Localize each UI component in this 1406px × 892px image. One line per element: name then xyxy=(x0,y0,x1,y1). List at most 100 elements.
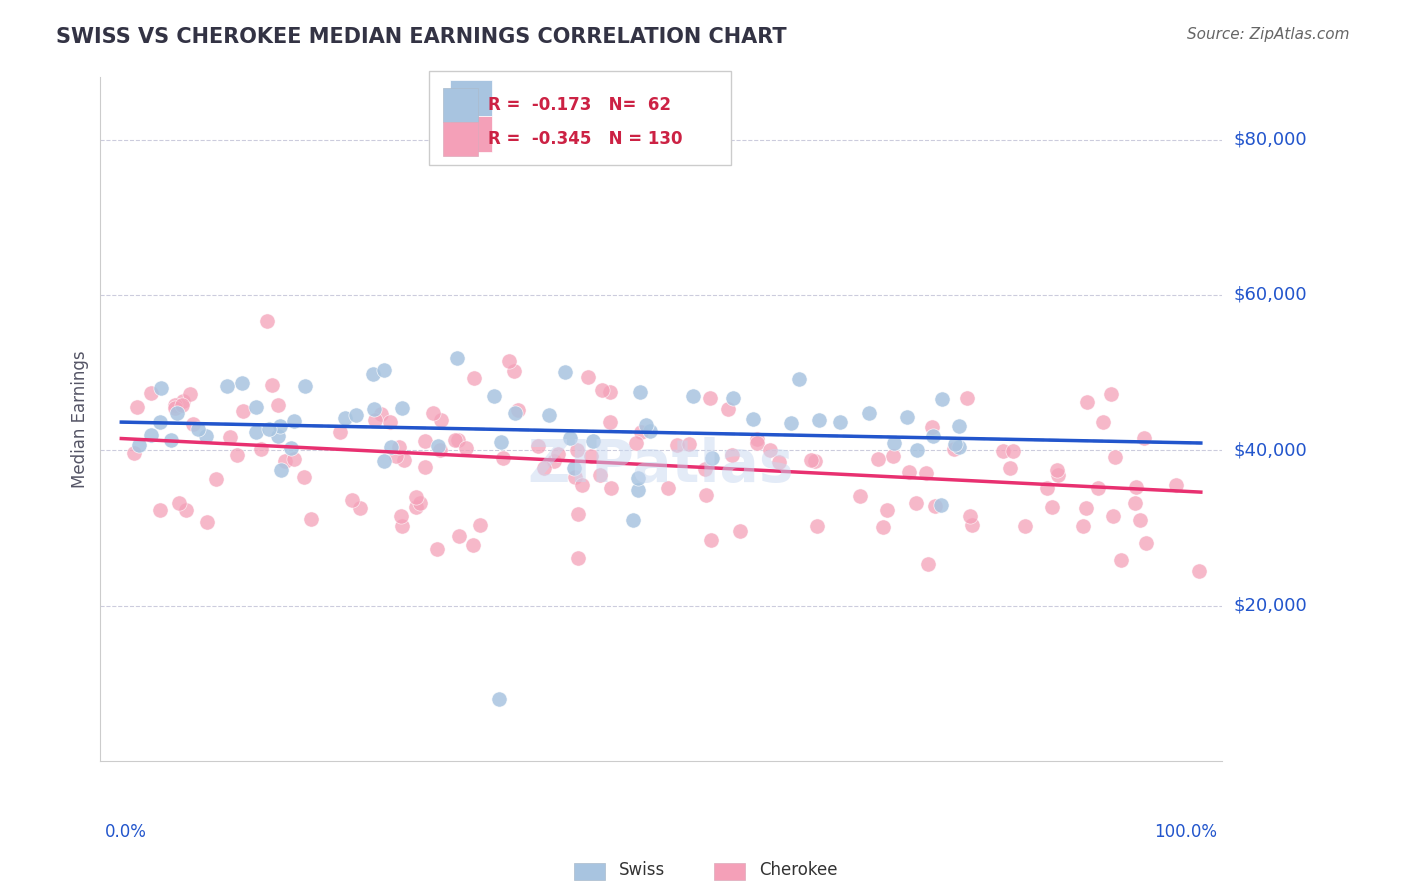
Text: 100.0%: 100.0% xyxy=(1154,823,1218,841)
Point xyxy=(349,501,371,516)
Point xyxy=(621,513,644,527)
Point xyxy=(931,392,953,406)
Point xyxy=(768,455,790,469)
Point xyxy=(848,489,870,503)
Point xyxy=(1125,480,1147,494)
Point xyxy=(267,429,290,443)
Point xyxy=(194,428,217,442)
Point xyxy=(361,368,384,382)
Point xyxy=(638,424,661,438)
Point xyxy=(948,440,970,454)
Point xyxy=(292,470,315,484)
Point xyxy=(657,481,679,495)
Point xyxy=(858,406,880,420)
Point xyxy=(924,499,946,513)
Point xyxy=(721,448,744,462)
Point xyxy=(503,406,526,420)
Point xyxy=(150,380,173,394)
Point xyxy=(250,442,273,457)
Point xyxy=(484,389,506,403)
Point xyxy=(907,443,929,458)
Point xyxy=(1074,500,1097,515)
Text: SWISS VS CHEROKEE MEDIAN EARNINGS CORRELATION CHART: SWISS VS CHEROKEE MEDIAN EARNINGS CORREL… xyxy=(56,27,787,46)
Point xyxy=(921,420,943,434)
Point xyxy=(579,450,602,464)
Point xyxy=(491,450,513,465)
Point xyxy=(624,436,647,450)
Point xyxy=(256,314,278,328)
Point xyxy=(389,508,412,523)
Point xyxy=(560,431,582,445)
Point xyxy=(274,453,297,467)
Point xyxy=(280,441,302,455)
Point xyxy=(363,402,385,417)
Point xyxy=(447,529,470,543)
Point xyxy=(266,398,288,412)
Point xyxy=(800,453,823,467)
Point xyxy=(506,402,529,417)
Point xyxy=(942,442,965,456)
Point xyxy=(806,519,828,533)
Text: R =  -0.345   N = 130: R = -0.345 N = 130 xyxy=(488,130,682,148)
Point xyxy=(385,449,408,463)
Point xyxy=(167,496,190,510)
Point xyxy=(503,364,526,378)
Point xyxy=(1188,565,1211,579)
Point xyxy=(270,463,292,477)
Point xyxy=(269,418,291,433)
Point xyxy=(998,461,1021,475)
Point xyxy=(426,439,449,453)
Point xyxy=(1102,509,1125,524)
Point xyxy=(122,446,145,460)
Text: ZIPatlas: ZIPatlas xyxy=(527,437,794,494)
Point xyxy=(226,448,249,462)
Point xyxy=(666,438,689,452)
Point xyxy=(991,444,1014,458)
Point xyxy=(391,518,413,533)
Point xyxy=(174,503,197,517)
Text: R = -0.345   N = 130: R = -0.345 N = 130 xyxy=(520,129,724,147)
Point xyxy=(571,477,593,491)
Point xyxy=(1076,394,1098,409)
Point xyxy=(897,466,920,480)
Point xyxy=(716,401,738,416)
Point xyxy=(1104,450,1126,464)
Point xyxy=(567,507,589,521)
Text: $80,000: $80,000 xyxy=(1233,130,1306,149)
Point xyxy=(125,401,148,415)
Point xyxy=(728,524,751,538)
Point xyxy=(463,538,485,552)
Point xyxy=(426,541,449,556)
Point xyxy=(747,435,769,450)
Point xyxy=(446,351,468,365)
Point xyxy=(576,369,599,384)
Point xyxy=(1071,518,1094,533)
Point xyxy=(340,493,363,508)
Point xyxy=(231,376,253,391)
Point xyxy=(630,425,652,439)
Point xyxy=(160,433,183,447)
Text: Swiss: Swiss xyxy=(619,861,665,879)
Point xyxy=(283,414,305,428)
Point xyxy=(392,453,415,467)
Point xyxy=(257,422,280,436)
Point xyxy=(179,387,201,401)
Point xyxy=(1129,513,1152,527)
Point xyxy=(959,509,981,524)
Point xyxy=(948,419,970,434)
Point xyxy=(373,453,395,467)
Point xyxy=(599,415,621,429)
Point xyxy=(370,407,392,421)
Point xyxy=(405,490,427,504)
Point xyxy=(405,500,427,514)
Point xyxy=(700,533,723,548)
Point xyxy=(380,440,402,454)
Point xyxy=(582,434,605,448)
Point xyxy=(872,520,894,534)
Point xyxy=(422,406,444,420)
Point xyxy=(187,422,209,436)
Point xyxy=(960,517,983,532)
Point xyxy=(830,415,852,429)
Point xyxy=(742,412,765,426)
Point xyxy=(921,428,943,442)
